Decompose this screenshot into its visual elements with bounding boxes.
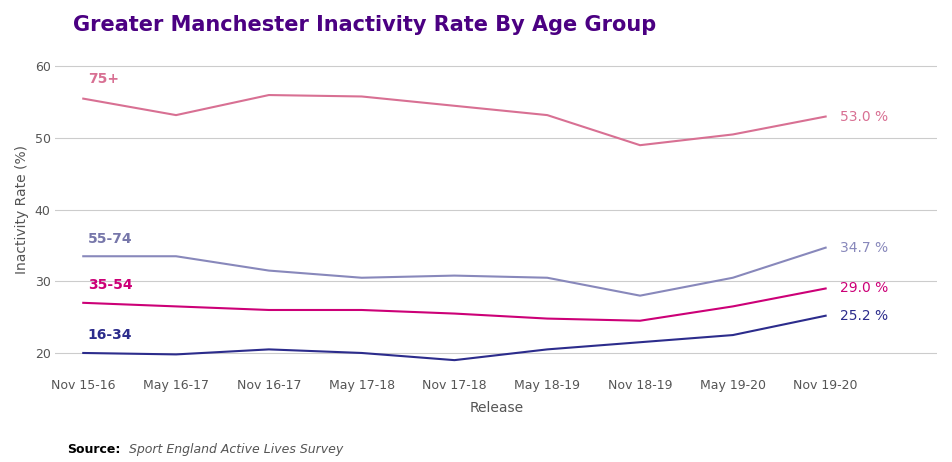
Text: Sport England Active Lives Survey: Sport England Active Lives Survey — [129, 443, 343, 456]
Text: 75+: 75+ — [88, 72, 119, 86]
Text: 34.7 %: 34.7 % — [840, 241, 887, 255]
Text: Greater Manchester Inactivity Rate By Age Group: Greater Manchester Inactivity Rate By Ag… — [73, 15, 656, 35]
Text: 53.0 %: 53.0 % — [840, 109, 887, 123]
Text: 55-74: 55-74 — [88, 231, 132, 245]
Text: 29.0 %: 29.0 % — [840, 281, 888, 296]
Text: Source:: Source: — [67, 443, 120, 456]
Text: 25.2 %: 25.2 % — [840, 309, 887, 323]
Text: 16-34: 16-34 — [88, 328, 132, 342]
X-axis label: Release: Release — [469, 401, 524, 415]
Text: 35-54: 35-54 — [88, 278, 132, 292]
Y-axis label: Inactivity Rate (%): Inactivity Rate (%) — [15, 145, 29, 274]
